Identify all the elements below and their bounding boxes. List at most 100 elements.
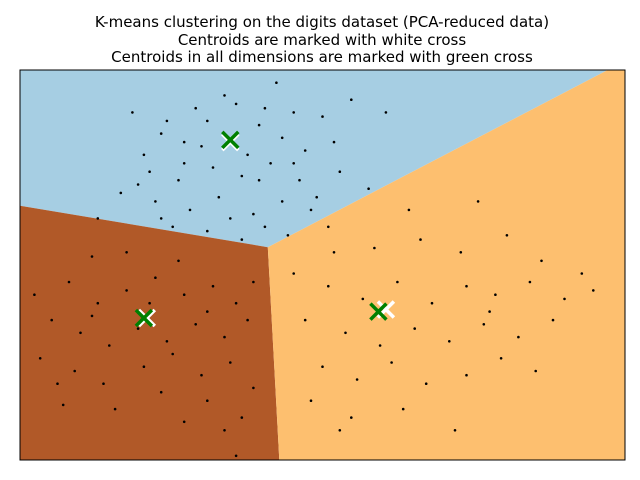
data-point	[142, 153, 146, 157]
data-point	[321, 365, 324, 369]
data-point	[206, 399, 209, 403]
data-point	[240, 174, 244, 178]
data-point	[182, 140, 186, 144]
data-point	[350, 98, 353, 101]
data-point	[413, 327, 417, 330]
data-point	[194, 106, 197, 110]
data-point	[200, 145, 203, 148]
data-point	[154, 200, 157, 203]
data-point	[148, 170, 151, 173]
data-point	[286, 234, 290, 237]
data-point	[407, 208, 411, 212]
data-point	[50, 318, 53, 322]
data-point	[303, 149, 307, 152]
data-point	[125, 289, 128, 292]
data-point	[476, 200, 480, 203]
data-point	[90, 255, 94, 258]
data-point	[528, 280, 532, 284]
data-point	[401, 407, 405, 411]
cluster-region-0	[20, 70, 608, 248]
data-point	[355, 378, 359, 381]
green-centroid-0	[134, 308, 154, 328]
data-point	[119, 191, 123, 195]
data-point	[229, 217, 232, 220]
data-point	[580, 272, 584, 275]
data-point	[465, 284, 468, 288]
data-point	[315, 195, 319, 199]
data-point	[79, 331, 82, 335]
data-point	[165, 119, 169, 123]
data-point	[338, 429, 342, 432]
data-point	[332, 140, 336, 144]
data-point	[61, 403, 65, 407]
green-centroid-markers	[134, 130, 388, 328]
data-point	[148, 301, 151, 305]
green-centroid-2	[221, 130, 240, 150]
data-point	[240, 416, 244, 419]
data-point	[246, 153, 249, 157]
data-point	[257, 123, 261, 127]
data-point	[240, 238, 244, 241]
data-point	[275, 81, 278, 84]
chart-title-line-3: Centroids in all dimensions are marked w…	[111, 48, 533, 66]
data-point	[430, 301, 434, 305]
chart-title-line-1: K-means clustering on the digits dataset…	[95, 13, 549, 31]
data-point	[540, 259, 543, 263]
chart-title-line-2: Centroids are marked with white cross	[178, 31, 467, 49]
data-point	[338, 170, 342, 173]
data-point	[378, 344, 382, 347]
data-point	[390, 361, 393, 364]
cluster-region-1	[20, 205, 280, 460]
data-point	[206, 229, 209, 233]
data-point	[551, 318, 555, 322]
data-point	[90, 314, 94, 318]
data-point	[136, 327, 140, 330]
data-point	[102, 382, 105, 386]
data-point	[67, 280, 71, 284]
data-point	[252, 212, 255, 216]
data-point	[332, 251, 336, 254]
data-point	[125, 251, 128, 254]
data-point	[217, 195, 221, 199]
data-point	[350, 416, 353, 419]
data-point	[292, 162, 296, 165]
data-point	[206, 119, 209, 123]
data-point	[73, 369, 76, 373]
data-point	[159, 390, 163, 394]
data-point	[459, 251, 463, 254]
data-point	[171, 225, 174, 229]
cluster-regions	[20, 70, 625, 460]
data-point	[344, 331, 347, 335]
data-point	[246, 318, 249, 322]
data-point	[234, 301, 238, 305]
data-point	[384, 111, 388, 114]
data-point	[505, 234, 509, 237]
data-point	[171, 352, 174, 356]
data-point	[465, 373, 468, 377]
data-point	[182, 293, 186, 297]
data-point	[131, 111, 134, 114]
data-point	[309, 399, 313, 403]
data-point	[453, 429, 457, 432]
data-point	[257, 178, 261, 182]
data-point	[252, 386, 255, 390]
data-point	[177, 259, 180, 263]
data-point	[154, 276, 157, 280]
data-point	[223, 429, 226, 432]
data-point	[263, 225, 267, 229]
data-point	[182, 420, 186, 424]
plot-frame	[19, 69, 626, 461]
data-point	[309, 208, 313, 212]
data-point	[361, 297, 365, 301]
data-point	[211, 166, 215, 169]
data-point	[96, 217, 100, 220]
white-centroid-0	[137, 308, 157, 328]
data-point	[56, 382, 59, 386]
data-point	[252, 280, 255, 284]
data-point	[234, 454, 238, 458]
data-point	[563, 297, 566, 301]
data-point	[482, 323, 486, 326]
data-point	[367, 187, 370, 190]
data-point	[234, 102, 238, 106]
